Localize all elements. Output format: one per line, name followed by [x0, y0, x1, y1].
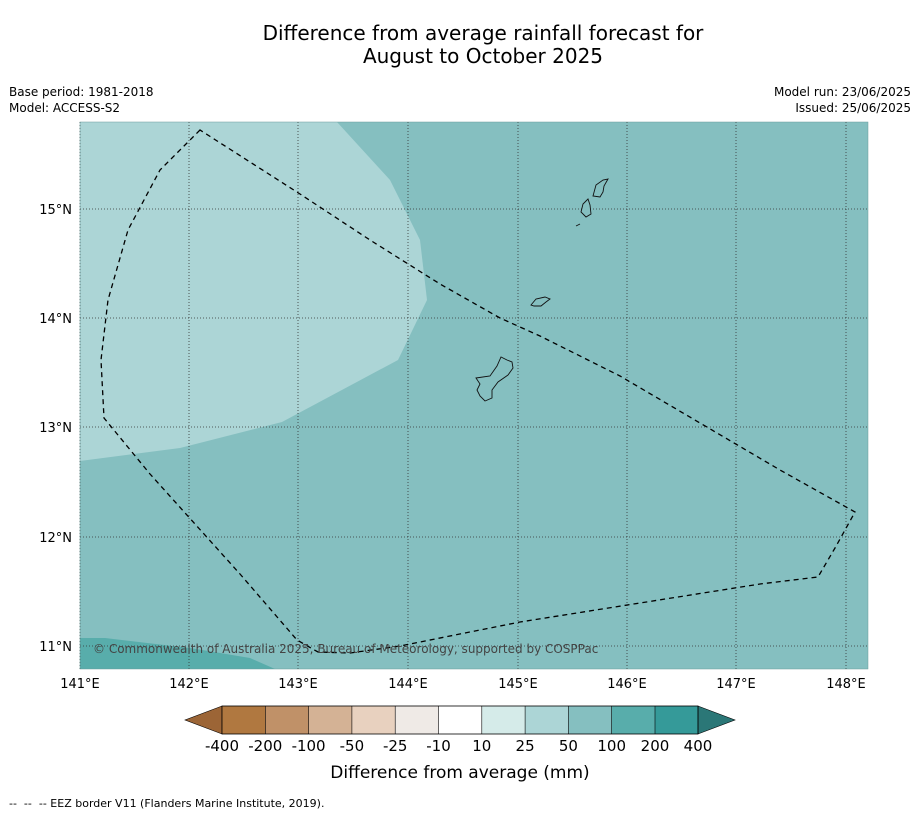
colorbar-high-extend [697, 705, 736, 735]
meta-left: Base period: 1981-2018 Model: ACCESS-S2 [9, 84, 154, 116]
colorbar-segment-11 [655, 706, 698, 734]
colorbar-label: -200 [248, 737, 282, 755]
lon-tick-144: 144°E [388, 677, 428, 692]
colorbar-segment-8 [525, 706, 569, 734]
lon-tick-141: 141°E [60, 677, 100, 692]
lon-tick-142: 142°E [169, 677, 209, 692]
model-name: Model: ACCESS-S2 [9, 101, 121, 115]
lat-tick-15: 15°N [39, 203, 72, 218]
lon-tick-148: 148°E [826, 677, 866, 692]
island-tinian [580, 198, 592, 218]
map-figure: © Commonwealth of Australia 2025, Bureau… [39, 121, 869, 783]
colorbar-labels: -400 -200 -100 -50 -25 -10 10 25 50 100 … [205, 737, 712, 755]
colorbar-segment-1 [222, 706, 266, 734]
copyright-notice: © Commonwealth of Australia 2025, Bureau… [93, 642, 598, 656]
title-line-2: August to October 2025 [362, 44, 604, 68]
base-period: Base period: 1981-2018 [9, 85, 154, 99]
colorbar-segment-2 [265, 706, 309, 734]
colorbar-segment-7 [481, 706, 526, 734]
model-run: Model run: 23/06/2025 [773, 85, 911, 99]
region-25-50 [80, 122, 427, 461]
eez-border [100, 129, 856, 654]
colorbar-outline [221, 705, 699, 735]
colorbar-label: 100 [597, 737, 626, 755]
lat-tick-13: 13°N [39, 421, 72, 436]
colorbar-label: -50 [340, 737, 365, 755]
lon-tick-146: 146°E [607, 677, 647, 692]
map-frame [79, 121, 869, 670]
lat-tick-12: 12°N [39, 531, 72, 546]
colorbar-label: 400 [684, 737, 713, 755]
lat-tick-labels: 15°N 14°N 13°N 12°N 11°N [39, 203, 72, 655]
lon-tick-143: 143°E [278, 677, 318, 692]
lon-tick-147: 147°E [716, 677, 756, 692]
islands [475, 178, 609, 402]
colorbar-label: -25 [383, 737, 408, 755]
lat-tick-14: 14°N [39, 312, 72, 327]
colorbar-label: 200 [641, 737, 670, 755]
colorbar-segment-6 [438, 706, 482, 734]
colorbar-label: 25 [516, 737, 535, 755]
colorbar-dividers [264, 706, 656, 734]
colorbar-label: 50 [559, 737, 578, 755]
lon-tick-145: 145°E [498, 677, 538, 692]
meta-right: Model run: 23/06/2025 Issued: 25/06/2025 [774, 84, 911, 116]
colorbar-label: 10 [472, 737, 491, 755]
colorbar-label: -10 [426, 737, 451, 755]
colorbar-label: -400 [205, 737, 239, 755]
title-line-1: Difference from average rainfall forecas… [262, 21, 704, 45]
colorbar-segment-3 [308, 706, 352, 734]
island-rota [530, 296, 551, 307]
colorbar-segment-5 [395, 706, 439, 734]
eez-footnote: -- -- -- EEZ border V11 (Flanders Marine… [9, 797, 325, 810]
colorbar-segment-10 [611, 706, 655, 734]
colorbar-segment-9 [568, 706, 612, 734]
issued-date: Issued: 25/06/2025 [795, 101, 911, 115]
island-aguijan [575, 223, 581, 227]
island-saipan [592, 178, 609, 198]
colorbar-segment-4 [351, 706, 396, 734]
colorbar-title: Difference from average (mm) [330, 763, 589, 783]
colorbar: -400 -200 -100 -50 -25 -10 10 25 50 100 … [184, 705, 736, 783]
island-guam [475, 356, 514, 402]
lon-tick-labels: 141°E 142°E 143°E 144°E 145°E 146°E 147°… [60, 677, 866, 692]
lat-tick-11: 11°N [39, 640, 72, 655]
map-title: Difference from average rainfall forecas… [0, 22, 919, 68]
colorbar-label: -100 [292, 737, 326, 755]
colorbar-low-extend [184, 705, 223, 735]
